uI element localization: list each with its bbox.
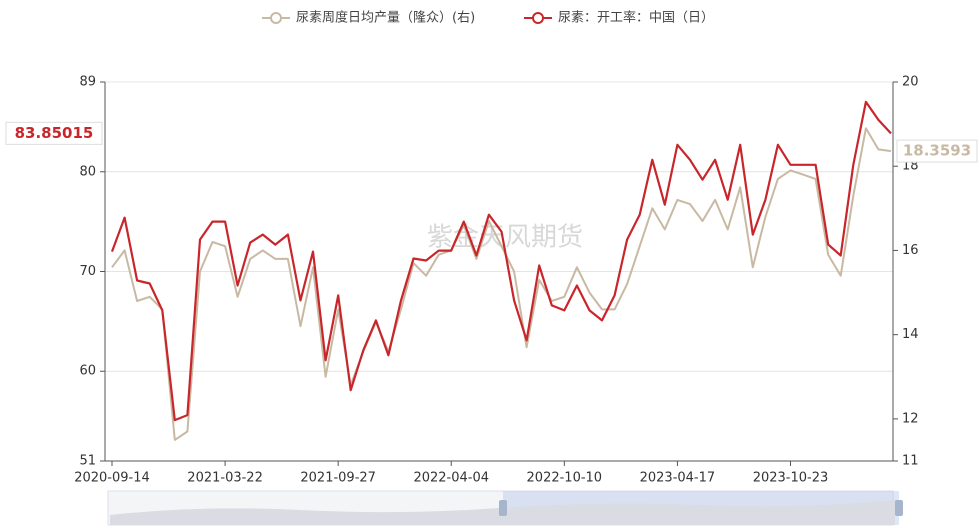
y-tick-label: 60 [79,364,96,379]
y-tick-label: 80 [79,164,96,179]
y2-tick-label: 20 [902,75,919,90]
legend-icon [532,12,544,24]
y2-tick-label: 14 [902,327,919,342]
x-tick-label: 2023-04-17 [640,471,716,486]
y-tick-label: 70 [79,264,96,279]
y2-tick-label: 12 [902,411,919,426]
x-tick-label: 2022-04-04 [413,471,489,486]
y2-tick-label: 16 [902,243,919,258]
x-tick-label: 2022-10-10 [527,471,603,486]
value-label-box [5,121,103,145]
value-label: 83.85015 [15,124,94,142]
series-line [110,100,892,422]
x-tick-label: 2021-03-22 [187,471,263,486]
legend-icon [270,12,282,24]
value-label: 18.3593 [903,142,971,160]
legend-label: 尿素：开工率：中国（日） [558,10,714,26]
x-tick-label: 2023-10-23 [753,471,829,486]
value-label-box [896,139,978,163]
zoom-handle[interactable] [895,500,903,516]
y-tick-label: 89 [79,75,96,90]
y2-tick-label: 11 [902,454,919,469]
zoom-handle[interactable] [499,500,507,516]
y-tick-label: 51 [79,454,96,469]
x-tick-label: 2021-09-27 [300,471,376,486]
x-tick-label: 2020-09-14 [74,471,150,486]
legend-label: 尿素周度日均产量（隆众）(右) [296,10,475,26]
series-line [111,127,892,441]
